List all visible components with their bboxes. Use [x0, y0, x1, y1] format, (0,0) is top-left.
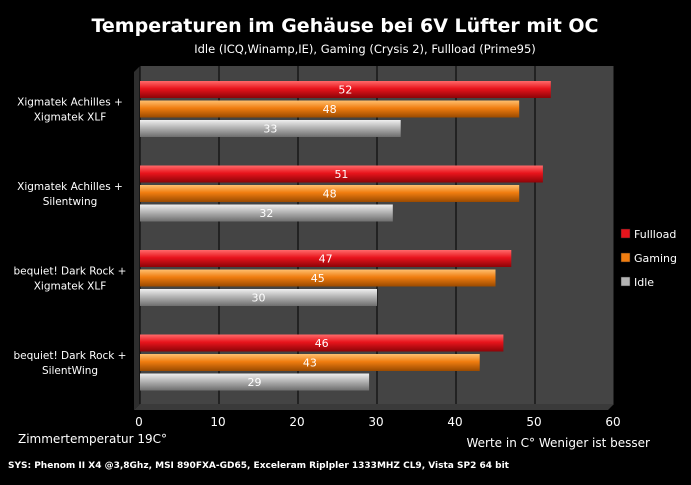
- category-label: Xigmatek Achilles + Xigmatek XLF: [17, 96, 123, 123]
- legend-item-gaming: Gaming: [620, 252, 677, 265]
- x-tick-label: 10: [210, 415, 225, 429]
- bar-value-label: 46: [315, 337, 329, 350]
- x-tick-label: 40: [447, 415, 462, 429]
- units-note: Werte in C° Weniger ist besser: [467, 436, 651, 450]
- bar-fullload: [140, 250, 512, 267]
- legend-item-idle: Idle: [620, 276, 654, 289]
- bar-gaming: [140, 269, 496, 287]
- legend-item-fullload: Fullload: [620, 228, 676, 241]
- bar-fullload: [140, 81, 551, 98]
- legend-label: Fullload: [634, 228, 676, 241]
- x-tick-label: 60: [605, 415, 620, 429]
- bar-gaming: [140, 100, 520, 118]
- bar-gaming: [140, 354, 480, 371]
- category-label: Xigmatek Achilles + Silentwing: [17, 181, 123, 208]
- x-tick-label: 0: [135, 415, 143, 429]
- category-labels: Xigmatek Achilles + Xigmatek XLF Xigmatek …: [14, 96, 127, 377]
- legend-label: Gaming: [634, 252, 677, 265]
- chart-title: Temperaturen im Gehäuse bei 6V Lüfter mi…: [91, 15, 598, 37]
- plot-side-wall: [134, 66, 140, 410]
- legend-swatch: [620, 252, 631, 263]
- x-tick-label: 20: [289, 415, 304, 429]
- bar-value-label: 30: [252, 292, 266, 305]
- chart-subtitle: Idle (ICQ,Winamp,IE), Gaming (Crysis 2),…: [194, 42, 536, 56]
- room-temperature-note: Zimmertemperatur 19C°: [18, 432, 167, 446]
- bar-value-label: 47: [319, 253, 333, 266]
- bar-idle: [140, 204, 393, 222]
- bar-idle: [140, 120, 401, 137]
- bar-value-label: 48: [323, 103, 337, 116]
- x-tick-label: 30: [368, 415, 383, 429]
- bar-value-label: 29: [248, 376, 262, 389]
- bar-fullload: [140, 334, 504, 352]
- bar-value-label: 43: [303, 357, 317, 370]
- system-footer: SYS: Phenom II X4 @3,8Ghz, MSI 890FXA-GD…: [8, 461, 510, 471]
- bar-value-label: 52: [338, 84, 352, 97]
- legend-swatch: [620, 228, 631, 239]
- bar-value-label: 45: [311, 272, 325, 285]
- x-axis-tick-labels: 0 10 20 30 40 50 60: [135, 415, 620, 429]
- bar-value-label: 32: [259, 207, 273, 220]
- bar-value-label: 33: [263, 123, 277, 136]
- bar-idle: [140, 373, 370, 391]
- legend-swatch: [620, 276, 631, 287]
- bar-value-label: 51: [334, 168, 348, 181]
- legend-label: Idle: [634, 276, 654, 289]
- plot-floor: [134, 404, 614, 410]
- category-label: bequiet! Dark Rock + Xigmatek XLF: [14, 265, 127, 292]
- bar-idle: [140, 289, 377, 306]
- x-tick-label: 50: [526, 415, 541, 429]
- bar-value-label: 48: [323, 188, 337, 201]
- category-label: bequiet! Dark Rock + SilentWing: [14, 350, 127, 377]
- bars: [140, 81, 551, 391]
- legend: Fullload Gaming Idle: [620, 228, 677, 289]
- bar-fullload: [140, 165, 543, 183]
- bar-gaming: [140, 185, 520, 202]
